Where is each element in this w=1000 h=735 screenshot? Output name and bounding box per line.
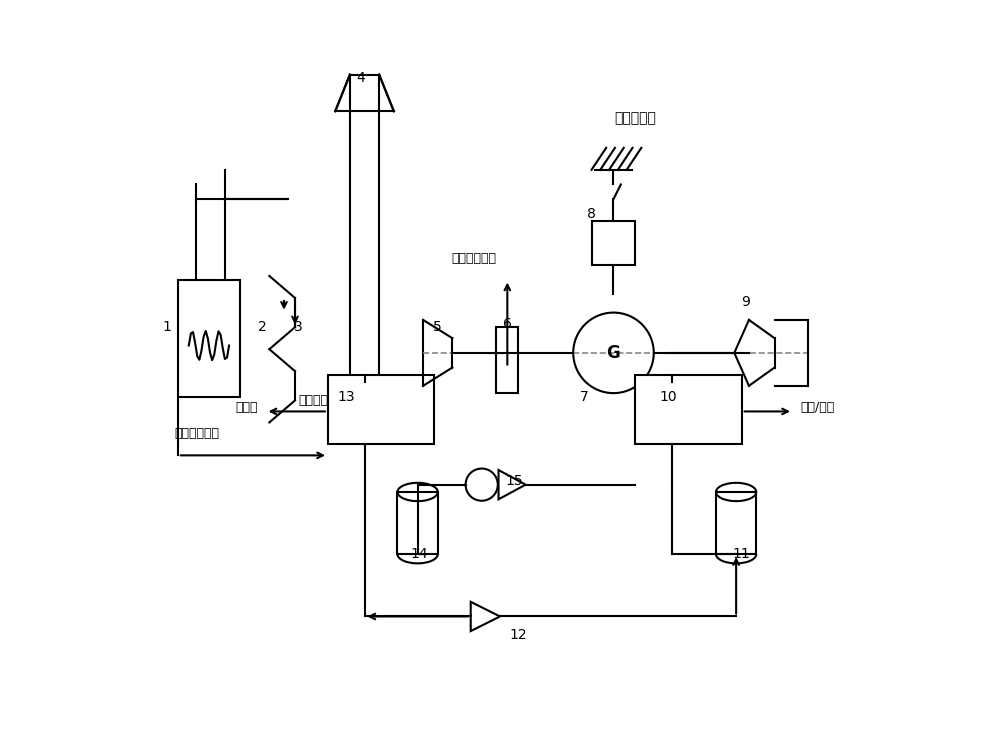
Text: 冷凝水: 冷凝水: [236, 401, 258, 415]
Text: 至蒸汽发生器: 至蒸汽发生器: [452, 252, 497, 265]
Polygon shape: [471, 602, 500, 631]
Text: 加热后凝结水: 加热后凝结水: [174, 427, 219, 440]
Text: 采暖抽汽: 采暖抽汽: [298, 394, 328, 407]
Text: 15: 15: [506, 474, 523, 488]
Text: 10: 10: [660, 390, 677, 404]
Text: 11: 11: [733, 548, 751, 562]
Text: 2: 2: [258, 320, 266, 334]
Bar: [350, 75, 379, 382]
Text: 3: 3: [294, 320, 303, 334]
Text: 6: 6: [503, 317, 512, 331]
Bar: [716, 492, 756, 554]
Text: 厂用电系统: 厂用电系统: [615, 112, 656, 126]
Text: 13: 13: [337, 390, 355, 404]
Text: 4: 4: [357, 71, 365, 85]
Text: 14: 14: [411, 548, 428, 562]
Text: G: G: [607, 344, 620, 362]
Text: 9: 9: [741, 295, 750, 309]
Bar: [592, 221, 635, 265]
Bar: [635, 375, 742, 445]
Bar: [496, 327, 518, 393]
Text: 1: 1: [162, 320, 171, 334]
Polygon shape: [499, 470, 526, 499]
Text: 12: 12: [509, 628, 527, 642]
Bar: [178, 279, 240, 397]
Text: 7: 7: [580, 390, 589, 404]
Text: 8: 8: [587, 207, 596, 220]
Text: 5: 5: [433, 320, 442, 334]
Text: 热水/蒸汽: 热水/蒸汽: [800, 401, 834, 415]
Bar: [328, 375, 434, 445]
Bar: [397, 492, 438, 554]
